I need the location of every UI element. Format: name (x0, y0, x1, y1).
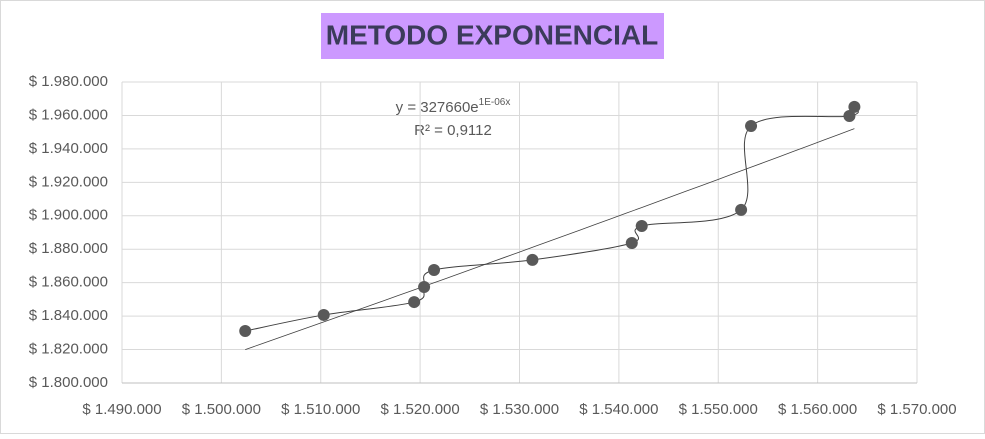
y-tick-label: $ 1.800.000 (29, 374, 108, 391)
y-tick-label: $ 1.840.000 (29, 307, 108, 324)
data-point (526, 253, 539, 266)
y-tick-label: $ 1.860.000 (29, 274, 108, 291)
r-squared: R² = 0,9112 (414, 122, 492, 139)
y-tick-label: $ 1.880.000 (29, 240, 108, 257)
x-tick-label: $ 1.530.000 (480, 401, 559, 418)
data-point (735, 203, 748, 216)
data-point (625, 237, 638, 250)
data-point (745, 119, 758, 132)
y-tick-label: $ 1.820.000 (29, 341, 108, 358)
y-tick-label: $ 1.980.000 (29, 73, 108, 90)
equation-base: y = 327660e (396, 99, 479, 116)
x-tick-label: $ 1.540.000 (579, 401, 658, 418)
data-point (418, 281, 431, 294)
equation-exponent: 1E-06x (479, 97, 511, 108)
y-tick-label: $ 1.920.000 (29, 173, 108, 190)
title-box (321, 13, 664, 59)
x-tick-label: $ 1.490.000 (82, 401, 161, 418)
data-point (635, 219, 648, 232)
x-tick-label: $ 1.510.000 (281, 401, 360, 418)
data-point (843, 109, 856, 122)
data-point (408, 296, 421, 309)
y-tick-label: $ 1.900.000 (29, 207, 108, 224)
data-point (317, 308, 330, 321)
x-tick-label: $ 1.570.000 (877, 401, 956, 418)
x-tick-label: $ 1.550.000 (679, 401, 758, 418)
x-tick-label: $ 1.520.000 (381, 401, 460, 418)
trend-equation: y = 327660e1E-06x (396, 97, 511, 116)
chart-title: METODO EXPONENCIAL (326, 19, 658, 50)
data-point (239, 324, 252, 337)
x-tick-label: $ 1.560.000 (778, 401, 857, 418)
y-tick-label: $ 1.940.000 (29, 140, 108, 157)
trendline (245, 128, 855, 350)
y-tick-label: $ 1.960.000 (29, 106, 108, 123)
x-tick-label: $ 1.500.000 (182, 401, 261, 418)
data-point (848, 100, 861, 113)
data-point (428, 263, 441, 276)
